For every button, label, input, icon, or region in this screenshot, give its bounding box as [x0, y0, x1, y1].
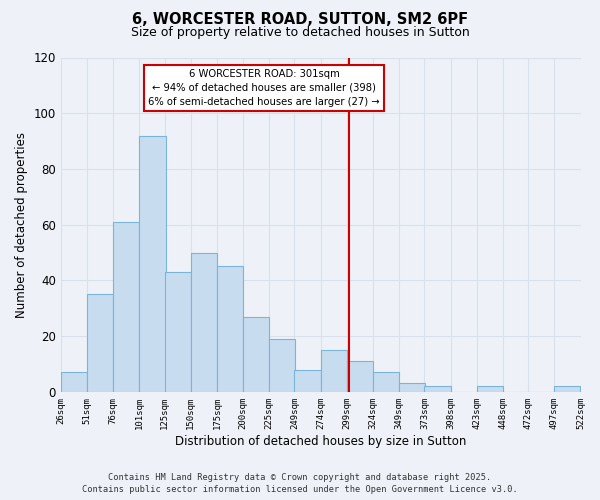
- Bar: [113, 222, 139, 392]
- X-axis label: Distribution of detached houses by size in Sutton: Distribution of detached houses by size …: [175, 434, 466, 448]
- Bar: [295, 370, 320, 392]
- Bar: [373, 372, 399, 392]
- Bar: [243, 316, 269, 392]
- Bar: [477, 386, 503, 392]
- Bar: [139, 136, 166, 392]
- Bar: [61, 372, 87, 392]
- Bar: [217, 266, 243, 392]
- Bar: [347, 361, 373, 392]
- Bar: [87, 294, 113, 392]
- Bar: [164, 272, 191, 392]
- Bar: [320, 350, 347, 392]
- Bar: [554, 386, 580, 392]
- Text: 6 WORCESTER ROAD: 301sqm
← 94% of detached houses are smaller (398)
6% of semi-d: 6 WORCESTER ROAD: 301sqm ← 94% of detach…: [148, 68, 380, 106]
- Y-axis label: Number of detached properties: Number of detached properties: [15, 132, 28, 318]
- Text: 6, WORCESTER ROAD, SUTTON, SM2 6PF: 6, WORCESTER ROAD, SUTTON, SM2 6PF: [132, 12, 468, 28]
- Text: Contains HM Land Registry data © Crown copyright and database right 2025.
Contai: Contains HM Land Registry data © Crown c…: [82, 472, 518, 494]
- Bar: [191, 252, 217, 392]
- Bar: [399, 384, 425, 392]
- Text: Size of property relative to detached houses in Sutton: Size of property relative to detached ho…: [131, 26, 469, 39]
- Bar: [269, 339, 295, 392]
- Bar: [424, 386, 451, 392]
